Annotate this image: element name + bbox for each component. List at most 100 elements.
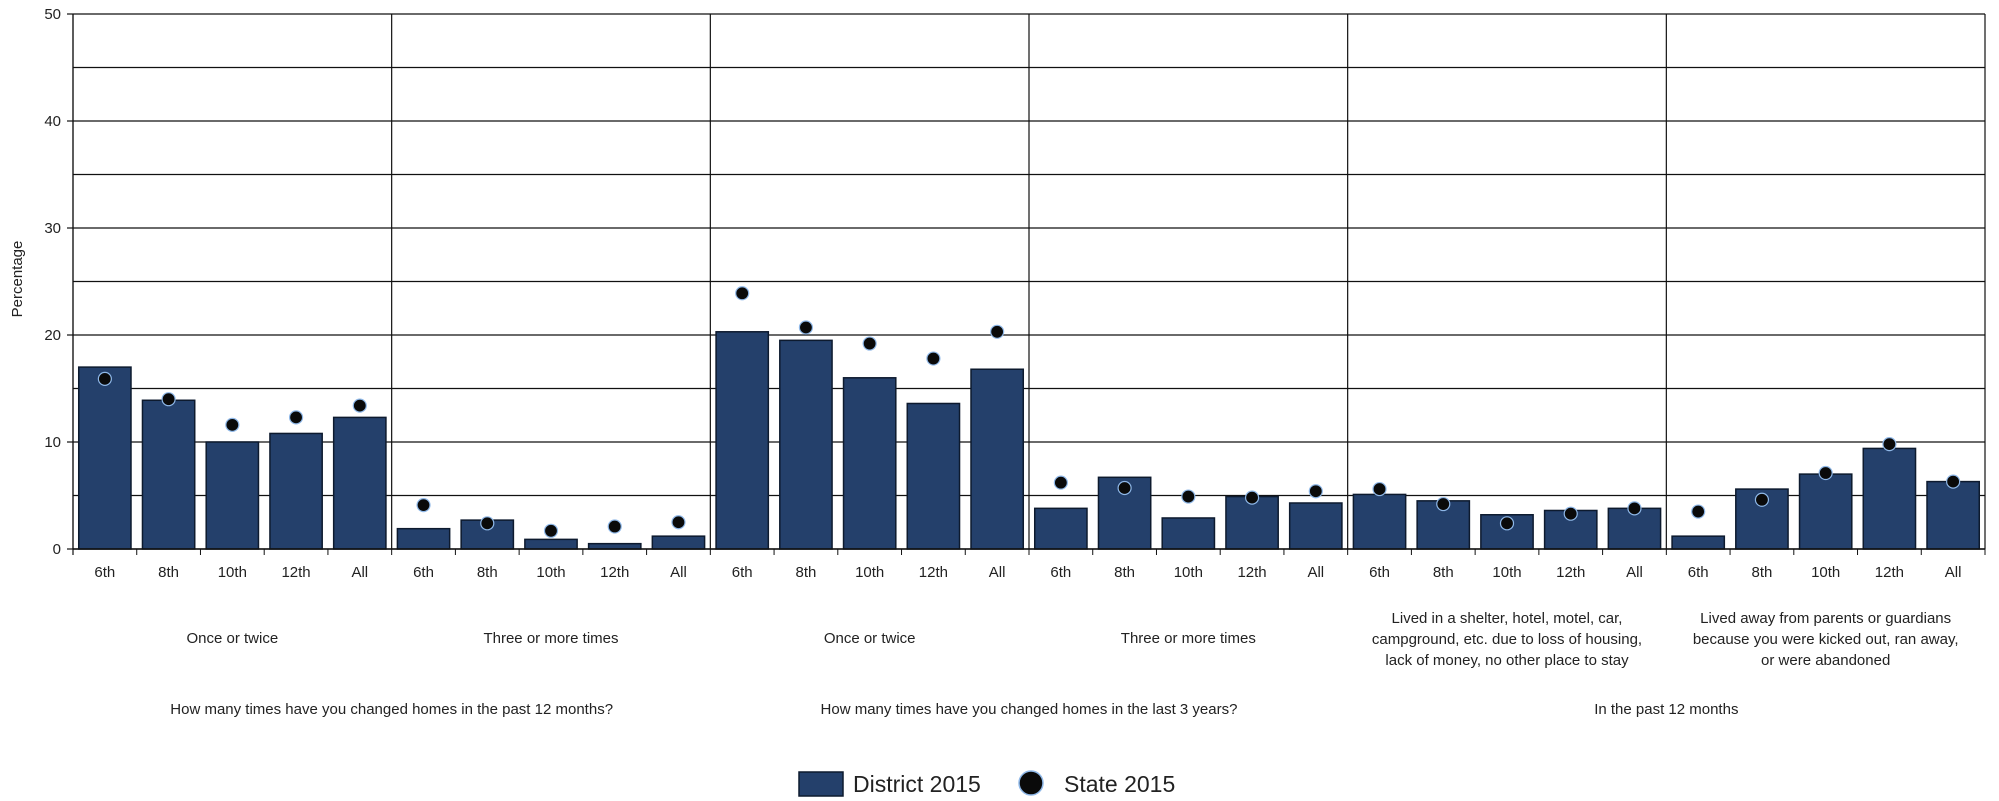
x-tick-label: 10th	[1174, 564, 1203, 581]
x-tick-label: 12th	[600, 564, 629, 581]
x-tick-label: 6th	[1050, 564, 1071, 581]
state-marker	[1181, 489, 1196, 504]
x-tick-label: 6th	[732, 564, 753, 581]
x-tick-label: 12th	[1875, 564, 1904, 581]
district-bar	[1352, 493, 1407, 550]
y-axis-label: Percentage	[9, 241, 26, 318]
district-bar	[906, 402, 961, 550]
axes: 0 10 20 30 40 50	[44, 6, 1986, 558]
x-tick-label: 8th	[477, 564, 498, 581]
question-label: In the past 12 months	[1594, 701, 1738, 718]
x-tick-label: 6th	[1369, 564, 1390, 581]
legend-label-state: State 2015	[1064, 771, 1175, 797]
x-tick-label: 10th	[1811, 564, 1840, 581]
x-tick-label: All	[1945, 564, 1962, 581]
group-label: Three or more times	[483, 630, 618, 647]
question-label: How many times have you changed homes in…	[821, 701, 1238, 718]
x-tick-label: All	[670, 564, 687, 581]
x-tick-label: All	[989, 564, 1006, 581]
district-bar	[332, 416, 387, 550]
state-marker	[1882, 437, 1897, 452]
group-label: Once or twice	[186, 630, 278, 647]
x-tick-label: 8th	[158, 564, 179, 581]
district-bar	[715, 331, 770, 550]
group-label: campground, etc. due to loss of housing,	[1372, 631, 1642, 648]
state-marker	[352, 398, 367, 413]
group-label: because you were kicked out, ran away,	[1693, 631, 1959, 648]
district-bar	[205, 441, 260, 550]
state-marker	[1754, 492, 1770, 507]
state-marker	[671, 515, 686, 530]
group-label: Lived away from parents or guardians	[1700, 610, 1951, 627]
state-marker	[288, 410, 304, 425]
x-tick-label: 10th	[536, 564, 565, 581]
x-tick-label: 8th	[1752, 564, 1773, 581]
legend-swatch-district	[798, 771, 844, 797]
x-tick-label: 10th	[855, 564, 884, 581]
x-tick-label: 12th	[919, 564, 948, 581]
x-tick-label: 10th	[1492, 564, 1521, 581]
x-tick-label: 12th	[281, 564, 310, 581]
state-marker	[926, 351, 941, 366]
state-marker	[1308, 484, 1323, 499]
district-bar	[1161, 517, 1216, 550]
y-tick-label: 20	[44, 327, 61, 344]
district-bar	[269, 432, 323, 550]
district-bar	[970, 368, 1025, 550]
y-tick-label: 50	[44, 6, 61, 23]
legend: District 2015 State 2015	[798, 770, 1175, 797]
x-tick-label: All	[1307, 564, 1324, 581]
district-bar	[77, 366, 132, 550]
state-marker	[735, 286, 750, 301]
x-tick-label: 6th	[1688, 564, 1709, 581]
district-bar	[1798, 473, 1853, 550]
district-bar	[396, 527, 451, 550]
district-bar	[1926, 480, 1981, 550]
x-tick-label: 6th	[94, 564, 115, 581]
state-marker	[1436, 496, 1451, 512]
x-tick-label: All	[351, 564, 368, 581]
category-labels: 6th 8th 10th 12th All Once or twice 6th 8th 10th…	[94, 564, 1961, 718]
x-tick-label: 6th	[413, 564, 434, 581]
state-marker	[1372, 481, 1387, 497]
district-bar	[1033, 507, 1088, 550]
state-marker	[1499, 516, 1515, 531]
state-marker	[1244, 490, 1260, 505]
state-markers	[97, 286, 1961, 538]
x-tick-label: 8th	[1433, 564, 1454, 581]
district-bar	[524, 538, 578, 550]
question-label: How many times have you changed homes in…	[170, 701, 613, 718]
state-marker	[97, 371, 112, 386]
state-marker	[1563, 506, 1578, 521]
group-label: lack of money, no other place to stay	[1385, 652, 1629, 669]
district-bar	[842, 377, 897, 550]
x-tick-label: 10th	[218, 564, 247, 581]
state-marker	[1627, 501, 1642, 516]
x-tick-label: 12th	[1556, 564, 1585, 581]
state-marker	[225, 417, 240, 432]
district-bar	[1288, 502, 1343, 550]
y-tick-label: 30	[44, 220, 61, 237]
district-bar	[779, 339, 833, 550]
district-bar	[1671, 535, 1726, 550]
y-tick-label: 10	[44, 434, 61, 451]
district-bar	[651, 535, 706, 550]
group-label: Once or twice	[824, 630, 916, 647]
state-marker	[607, 519, 622, 534]
state-marker	[862, 336, 877, 351]
y-tick-label: 0	[53, 541, 61, 558]
state-marker	[1818, 465, 1833, 481]
state-marker	[1117, 480, 1132, 496]
district-bar	[1862, 447, 1917, 550]
state-marker	[1946, 474, 1961, 489]
x-tick-label: 8th	[796, 564, 817, 581]
state-marker	[1053, 475, 1068, 490]
state-marker	[543, 523, 559, 538]
state-marker	[480, 516, 495, 531]
x-tick-label: 12th	[1237, 564, 1266, 581]
district-bar	[141, 399, 196, 550]
legend-dot-state	[1018, 770, 1044, 796]
group-label: Lived in a shelter, hotel, motel, car,	[1392, 610, 1623, 627]
y-tick-label: 40	[44, 113, 61, 130]
